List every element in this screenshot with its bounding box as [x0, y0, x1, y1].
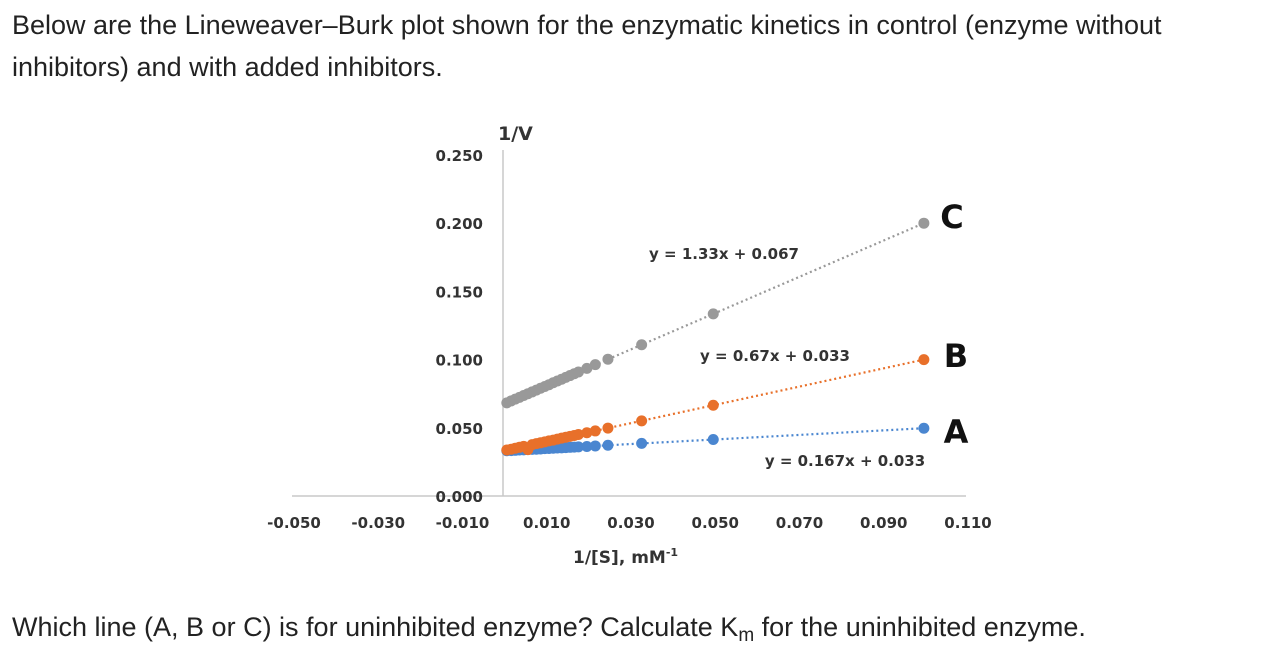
series-B: y = 0.67x + 0.033 B	[501, 337, 968, 456]
x-axis-label: 1/[S], mM-1	[573, 546, 678, 568]
x-tick-label: 0.010	[523, 514, 570, 532]
x-tick-label: -0.010	[436, 514, 490, 532]
data-point	[589, 440, 601, 452]
series-name-label-C: C	[940, 198, 963, 236]
x-tick-label: 0.110	[944, 514, 991, 532]
data-point	[602, 353, 614, 365]
data-point	[918, 354, 930, 366]
y-tick-label: 0.100	[436, 352, 483, 370]
data-point	[602, 422, 614, 434]
y-tick-label: 0.250	[436, 147, 483, 165]
data-point	[636, 437, 648, 449]
x-tick-label: 0.090	[860, 514, 907, 532]
data-point	[589, 359, 601, 371]
question-text-end: for the uninhibited enzyme.	[754, 612, 1086, 642]
x-tick-labels: -0.050 -0.030 -0.010 0.010 0.030 0.050 0.070 0.…	[267, 514, 992, 532]
data-point	[572, 428, 584, 440]
x-axis-label-superscript: -1	[666, 546, 678, 559]
y-tick-label: 0.000	[436, 488, 483, 506]
series-layer: y = 0.167x + 0.033 Ay = 0.67x + 0.033 By =…	[501, 198, 969, 470]
x-tick-label: 0.070	[776, 514, 823, 532]
question-text: Which line (A, B or C) is for uninhibite…	[12, 606, 1262, 657]
question-subscript: m	[738, 625, 755, 646]
y-axis-label: 1/V	[498, 123, 533, 145]
x-axis-label-main: 1/[S], mM	[573, 548, 666, 568]
y-tick-label: 0.150	[436, 283, 483, 301]
chart-axes	[292, 150, 966, 497]
data-point	[572, 366, 584, 378]
data-point	[707, 434, 719, 446]
data-point	[918, 217, 930, 229]
series-name-label-B: B	[944, 337, 968, 375]
question-text-main: Which line (A, B or C) is for uninhibite…	[12, 612, 739, 642]
data-point	[581, 362, 593, 374]
equation-label-B: y = 0.67x + 0.033	[700, 347, 850, 365]
data-point	[602, 439, 614, 451]
y-tick-label: 0.050	[436, 420, 483, 438]
x-tick-label: 0.050	[692, 514, 739, 532]
data-point	[636, 415, 648, 427]
data-point	[707, 308, 719, 320]
series-name-label-A: A	[944, 413, 969, 451]
data-point	[572, 441, 584, 453]
data-point	[581, 427, 593, 439]
intro-paragraph: Below are the Lineweaver–Burk plot shown…	[12, 10, 1162, 82]
equation-label-C: y = 1.33x + 0.067	[649, 245, 799, 263]
data-point	[581, 440, 593, 452]
equation-label-A: y = 0.167x + 0.033	[765, 452, 925, 470]
data-point	[707, 399, 719, 411]
data-point	[589, 425, 601, 437]
x-tick-label: 0.030	[607, 514, 654, 532]
x-tick-label: -0.030	[351, 514, 405, 532]
y-tick-labels: 0.000 0.050 0.100 0.150 0.200 0.250	[436, 147, 483, 506]
series-C: y = 1.33x + 0.067 C	[501, 198, 964, 409]
x-tick-label: -0.050	[267, 514, 321, 532]
data-point	[636, 339, 648, 351]
y-tick-label: 0.200	[436, 215, 483, 233]
data-point	[918, 422, 930, 434]
